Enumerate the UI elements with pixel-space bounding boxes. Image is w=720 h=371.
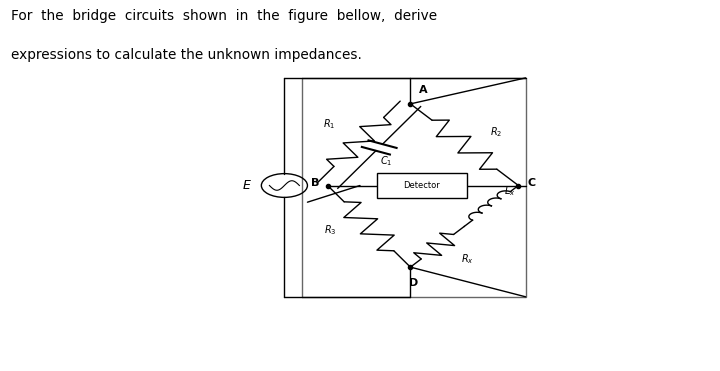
Text: $R_1$: $R_1$ (323, 117, 336, 131)
Text: D: D (410, 278, 418, 288)
Text: expressions to calculate the unknown impedances.: expressions to calculate the unknown imp… (11, 48, 361, 62)
Text: $C_1$: $C_1$ (380, 154, 392, 168)
Text: A: A (419, 85, 428, 95)
Text: C: C (527, 178, 535, 187)
Text: Detector: Detector (403, 181, 440, 190)
Bar (377, 173, 467, 198)
Text: For  the  bridge  circuits  shown  in  the  figure  bellow,  derive: For the bridge circuits shown in the fig… (11, 9, 437, 23)
Text: E: E (243, 179, 251, 192)
Bar (302, 78, 526, 297)
Text: $R_3$: $R_3$ (324, 223, 336, 237)
Text: $L_x$: $L_x$ (504, 184, 516, 198)
Text: B: B (310, 178, 319, 187)
Text: $R_2$: $R_2$ (490, 125, 502, 139)
Text: $R_x$: $R_x$ (461, 252, 474, 266)
